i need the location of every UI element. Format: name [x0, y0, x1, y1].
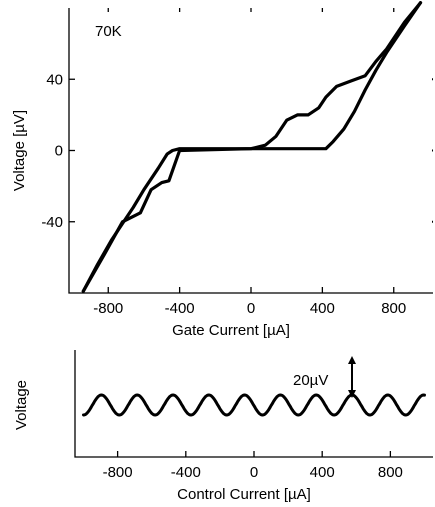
- top-y-axis-label: Voltage [µV]: [11, 110, 28, 191]
- oscillation-curve: [82, 393, 426, 417]
- top-x-tick-label: 800: [381, 300, 406, 317]
- bottom-x-tick-label: -800: [103, 464, 133, 481]
- bottom-x-tick-label: 400: [310, 464, 335, 481]
- bottom-y-axis-label: Voltage: [13, 380, 30, 430]
- bottom-x-ticks: -800 -400 0 400 800: [103, 451, 403, 481]
- iv-curve-1: [81, 1, 423, 293]
- scale-bar: [348, 356, 356, 398]
- bottom-x-tick-label: -400: [171, 464, 201, 481]
- top-x-ticks: -800 -400 0 400 800: [93, 8, 406, 317]
- top-plot-marks: [81, 1, 423, 293]
- bottom-plot-frame: [74, 350, 433, 458]
- scale-bar-label: 20µV: [293, 372, 328, 389]
- bottom-plot-marks: [82, 393, 426, 417]
- top-x-axis-label: Gate Current [µA]: [172, 322, 290, 339]
- temperature-label: 70K: [95, 23, 122, 40]
- scale-bar-arrow-down: [348, 390, 356, 398]
- bottom-x-axis-label: Control Current [µA]: [177, 486, 311, 503]
- control-current-panel: -800 -400 0 400 800 20µV Control Current [µA…: [13, 350, 433, 503]
- top-x-tick-label: -400: [165, 300, 195, 317]
- top-x-tick-label: -800: [93, 300, 123, 317]
- bottom-x-tick-label: 800: [378, 464, 403, 481]
- bottom-x-tick-label: 0: [250, 464, 258, 481]
- top-y-tick-label: -40: [41, 214, 63, 231]
- top-y-tick-label: 0: [55, 143, 63, 160]
- top-y-ticks: -40 0 40: [41, 71, 433, 231]
- top-plot-frame: [68, 8, 433, 294]
- scale-bar-arrow-up: [348, 356, 356, 364]
- top-x-tick-label: 400: [310, 300, 335, 317]
- top-y-tick-label: 40: [46, 71, 63, 88]
- iv-curve-2: [81, 1, 423, 293]
- top-x-tick-label: 0: [247, 300, 255, 317]
